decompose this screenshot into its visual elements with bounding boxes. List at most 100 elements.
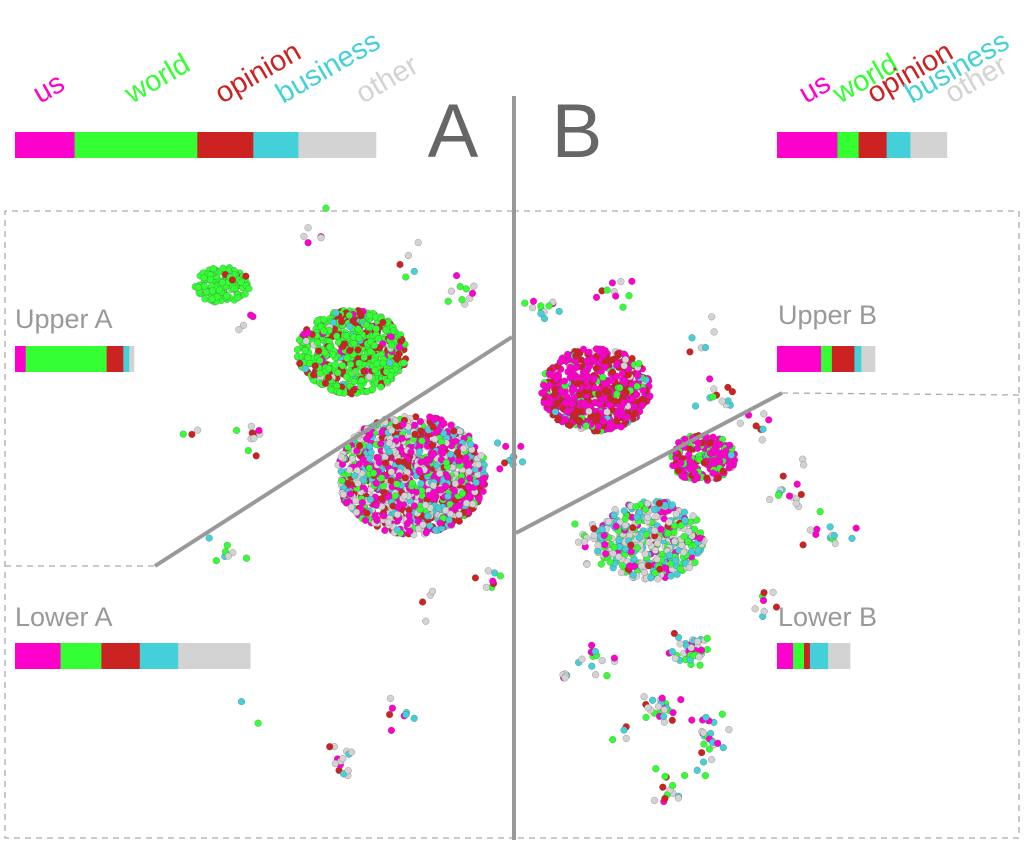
scatter-point: [681, 516, 689, 524]
scatter-point: [348, 748, 356, 756]
scatter-point: [610, 543, 618, 551]
scatter-point: [618, 408, 626, 416]
scatter-point: [502, 442, 510, 450]
lower-a-segment-us: [15, 643, 61, 669]
scatter-point: [402, 273, 410, 281]
scatter-point: [472, 478, 480, 487]
region-b-outline: [513, 210, 1020, 839]
scatter-point: [699, 729, 708, 737]
scatter-point: [462, 454, 470, 462]
scatter-point: [365, 464, 373, 472]
scatter-point: [406, 527, 414, 535]
scatter-point: [462, 285, 470, 293]
scatter-point: [670, 528, 678, 537]
scatter-point: [608, 377, 616, 385]
scatter-point: [537, 310, 545, 318]
scatter-point: [551, 408, 559, 416]
scatter-point: [590, 375, 598, 384]
scatter-point: [333, 332, 341, 340]
scatter-point: [608, 279, 616, 287]
scatter-point: [708, 313, 716, 321]
lower-b-summary-bar: [777, 643, 851, 669]
scatter-point: [759, 596, 768, 605]
scatter-point: [205, 534, 213, 542]
scatter-point: [700, 459, 708, 467]
lower-b-segment-world: [793, 643, 805, 669]
upper-a-segment-us: [15, 346, 26, 372]
scatter-point: [684, 537, 692, 545]
lower-b-segment-us: [777, 643, 794, 669]
scatter-point: [179, 430, 187, 438]
scatter-point: [720, 451, 728, 459]
scatter-point: [701, 343, 710, 352]
scatter-point: [654, 575, 662, 583]
scatter-point: [235, 326, 243, 334]
scatter-point: [703, 645, 711, 654]
scatter-point: [585, 407, 593, 415]
scatter-point: [439, 449, 447, 457]
scatter-point: [631, 409, 639, 417]
scatter-point: [548, 371, 556, 379]
scatter-point: [374, 335, 382, 343]
scatter-point: [386, 372, 395, 380]
scatter-point: [633, 391, 641, 399]
scatter-point: [223, 292, 231, 300]
scatter-point: [580, 538, 589, 546]
scatter-point: [242, 272, 250, 280]
scatter-point: [566, 421, 574, 429]
scatter-point: [609, 550, 617, 558]
scatter-point: [685, 451, 693, 459]
scatter-point: [377, 440, 385, 448]
scatter-point: [356, 383, 365, 391]
scatter-point: [393, 526, 401, 534]
scatter-point: [615, 536, 623, 544]
upper-b-label: Upper B: [778, 300, 877, 330]
scatter-point: [402, 711, 410, 719]
scatter-point: [852, 524, 860, 532]
scatter-point: [629, 571, 637, 579]
scatter-point: [228, 276, 236, 284]
scatter-point: [367, 448, 375, 457]
scatter-point: [395, 350, 403, 358]
scatter-point: [665, 518, 673, 526]
scatter-point: [606, 401, 614, 409]
scatter-point: [352, 508, 361, 516]
scatter-point: [687, 644, 695, 652]
scatter-point: [393, 480, 401, 488]
scatter-point: [250, 434, 258, 442]
scatter-point: [710, 385, 718, 393]
scatter-point: [620, 507, 628, 515]
scatter-point: [434, 504, 442, 512]
scatter-point: [605, 518, 613, 526]
scatter-point: [455, 517, 463, 525]
scatter-point: [610, 511, 618, 519]
panel-letter-a: A: [428, 89, 479, 174]
scatter-point: [326, 743, 334, 751]
scatter-point: [696, 534, 704, 542]
scatter-point: [366, 348, 374, 356]
a-legend-us: us: [28, 67, 71, 110]
scatter-point: [401, 492, 409, 500]
scatter-point: [295, 336, 304, 344]
scatter-point: [537, 302, 545, 310]
scatter-point: [494, 439, 502, 447]
scatter-point: [600, 531, 608, 539]
scatter-point: [521, 299, 529, 307]
scatter-point: [706, 439, 714, 447]
scatter-point: [674, 467, 682, 475]
scatter-point: [724, 383, 732, 391]
scatter-point: [671, 654, 679, 662]
scatter-point: [726, 460, 734, 468]
scatter-point: [650, 796, 659, 805]
region-b-split-line: [515, 391, 783, 535]
scatter-point: [606, 419, 614, 427]
scatter-point: [642, 713, 650, 721]
scatter-point: [562, 399, 570, 407]
scatter-point: [471, 574, 479, 582]
scatter-point: [661, 794, 669, 803]
scatter-point: [416, 417, 424, 426]
scatter-point: [234, 294, 242, 302]
scatter-point: [766, 495, 774, 504]
scatter-point: [714, 739, 722, 747]
